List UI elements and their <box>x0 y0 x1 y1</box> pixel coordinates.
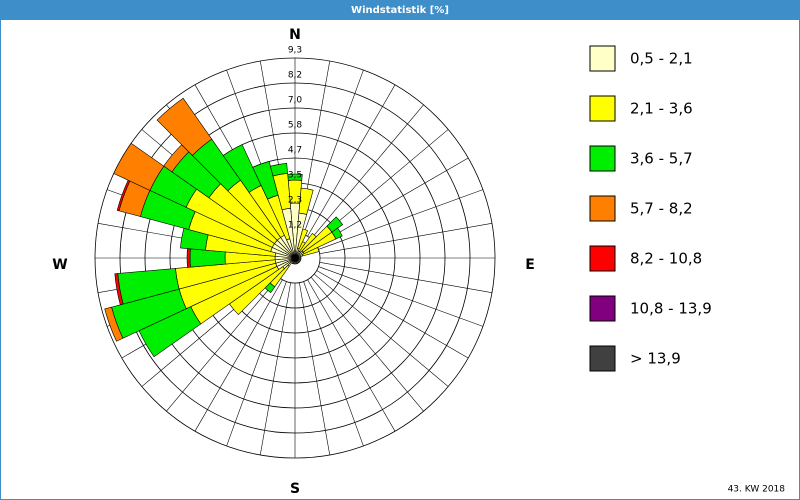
legend-swatch <box>589 145 616 172</box>
ring-label: 2,3 <box>288 196 302 206</box>
wedge <box>287 173 303 181</box>
compass-label: W <box>52 257 67 273</box>
wedge <box>301 247 320 257</box>
spoke <box>307 279 396 432</box>
compass-label: E <box>525 257 535 273</box>
legend-swatch <box>589 345 616 372</box>
footnote: 43. KW 2018 <box>728 485 786 495</box>
wedge <box>298 187 314 215</box>
wedge <box>114 273 124 306</box>
spoke <box>316 270 469 359</box>
spoke <box>319 262 493 294</box>
spoke <box>316 157 469 246</box>
spoke <box>307 84 396 237</box>
wedge <box>331 227 343 240</box>
spoke <box>310 276 424 412</box>
spoke <box>318 189 484 250</box>
legend-label: 0,5 - 2,1 <box>630 50 693 68</box>
spoke <box>299 282 331 456</box>
wedge <box>104 306 124 342</box>
legend-label: 3,6 - 5,7 <box>630 150 693 168</box>
spoke <box>226 281 287 447</box>
compass-label: S <box>290 481 300 497</box>
legend-swatch <box>589 45 616 72</box>
spoke <box>303 281 364 447</box>
chart-title: Windstatistik [%] <box>351 5 449 16</box>
ring-label: 1,2 <box>288 221 302 231</box>
title-bar <box>0 0 800 20</box>
compass-label: N <box>289 27 301 43</box>
legend-label: 5,7 - 8,2 <box>630 200 693 218</box>
wedge <box>270 162 288 177</box>
wedge <box>156 97 213 156</box>
ring-label: 3,5 <box>288 171 302 181</box>
spoke <box>318 266 484 327</box>
legend-label: > 13,9 <box>630 350 681 368</box>
ring-label: 4,7 <box>288 146 302 156</box>
spoke <box>310 104 424 240</box>
legend-swatch <box>589 245 616 272</box>
legend-swatch <box>589 295 616 322</box>
spoke <box>166 276 280 412</box>
legend-label: 8,2 - 10,8 <box>630 250 702 268</box>
spoke <box>319 222 493 254</box>
ring-label: 8,2 <box>288 71 302 81</box>
legend-label: 10,8 - 13,9 <box>630 300 712 318</box>
ring-label: 7,0 <box>288 96 303 106</box>
spoke <box>313 273 449 387</box>
wedge <box>186 248 191 268</box>
spoke <box>303 69 364 235</box>
legend-swatch <box>589 95 616 122</box>
legend-swatch <box>589 195 616 222</box>
spoke <box>259 282 291 456</box>
ring-label: 5,8 <box>288 121 303 131</box>
ring-label: 9,3 <box>288 46 302 56</box>
spoke <box>194 279 283 432</box>
legend-label: 2,1 - 3,6 <box>630 100 693 118</box>
